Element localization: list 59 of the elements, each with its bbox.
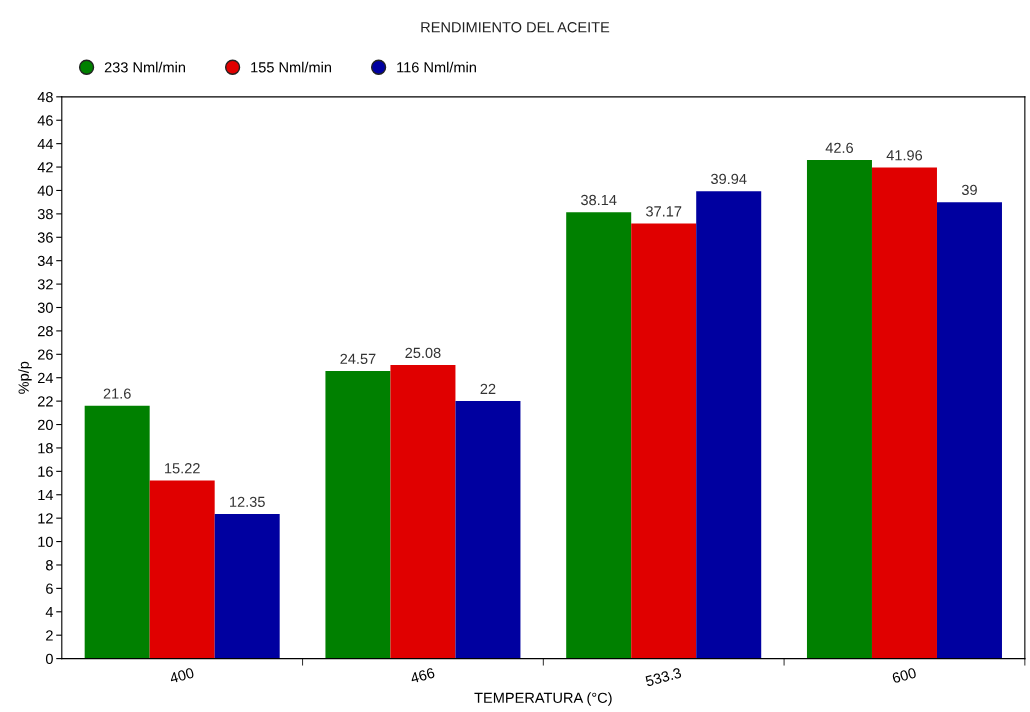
bar <box>696 191 762 659</box>
y-tick-label: 36 <box>37 232 53 243</box>
bar <box>566 212 632 659</box>
y-tick-label: 30 <box>37 302 53 313</box>
data-label: 15.22 <box>165 463 200 474</box>
y-tick-label: 38 <box>37 208 53 220</box>
data-label: 25.08 <box>405 347 441 359</box>
y-tick-label: 20 <box>37 419 53 430</box>
legend-label: 116 Nml/min <box>397 61 476 73</box>
bar <box>631 223 697 659</box>
legend-label: 233 Nml/min <box>104 61 185 73</box>
y-tick-label: 40 <box>37 185 53 196</box>
y-tick-label: 34 <box>37 255 54 267</box>
chart-title: RENDIMIENTO DEL ACEITE <box>421 22 610 33</box>
y-tick-label: 48 <box>37 91 53 103</box>
y-tick-label: 6 <box>46 583 53 594</box>
data-label: 39.94 <box>711 173 747 185</box>
y-tick-label: 22 <box>37 396 53 407</box>
data-label: 21.6 <box>103 388 131 399</box>
y-tick-label: 44 <box>37 138 54 149</box>
x-tick-label: 600 <box>891 667 917 684</box>
y-tick-label: 10 <box>38 536 53 547</box>
y-tick-label: 24 <box>37 372 54 383</box>
y-tick-label: 2 <box>46 630 53 641</box>
bar <box>871 167 937 659</box>
y-tick-label: 14 <box>38 490 54 501</box>
y-tick-label: 16 <box>38 466 53 477</box>
data-label: 24.57 <box>340 353 376 364</box>
data-label: 39 <box>961 184 977 196</box>
y-tick-label: 26 <box>37 349 53 360</box>
data-label: 38.14 <box>581 194 617 206</box>
y-tick-label: 28 <box>37 326 53 337</box>
y-tick-label: 32 <box>37 279 53 290</box>
bar <box>214 514 280 659</box>
bar <box>84 405 150 659</box>
bar <box>455 401 521 659</box>
data-label: 22 <box>480 383 496 394</box>
legend-label: 155 Nml/min <box>251 61 332 73</box>
y-tick-label: 4 <box>45 607 54 618</box>
data-label: 41.96 <box>886 150 923 161</box>
y-tick-label: 8 <box>45 560 53 571</box>
y-axis-title: %p/p <box>18 361 32 394</box>
bar <box>149 480 215 659</box>
bar <box>936 202 1002 659</box>
data-label: 42.6 <box>825 142 854 153</box>
x-tick-label: 466 <box>409 667 436 684</box>
bar <box>806 160 872 659</box>
bar <box>325 371 391 659</box>
y-tick-label: 0 <box>45 653 53 665</box>
x-tick-label: 400 <box>169 667 195 684</box>
x-tick-label: 533.3 <box>644 667 682 687</box>
data-label: 12.35 <box>230 496 265 508</box>
y-tick-label: 46 <box>37 115 53 126</box>
x-axis-title: TEMPERATURA (°C) <box>474 692 612 706</box>
data-label: 37.17 <box>646 206 682 217</box>
y-tick-label: 42 <box>37 162 53 173</box>
bar <box>390 365 456 659</box>
y-tick-label: 12 <box>38 513 53 524</box>
y-tick-label: 18 <box>38 443 53 454</box>
